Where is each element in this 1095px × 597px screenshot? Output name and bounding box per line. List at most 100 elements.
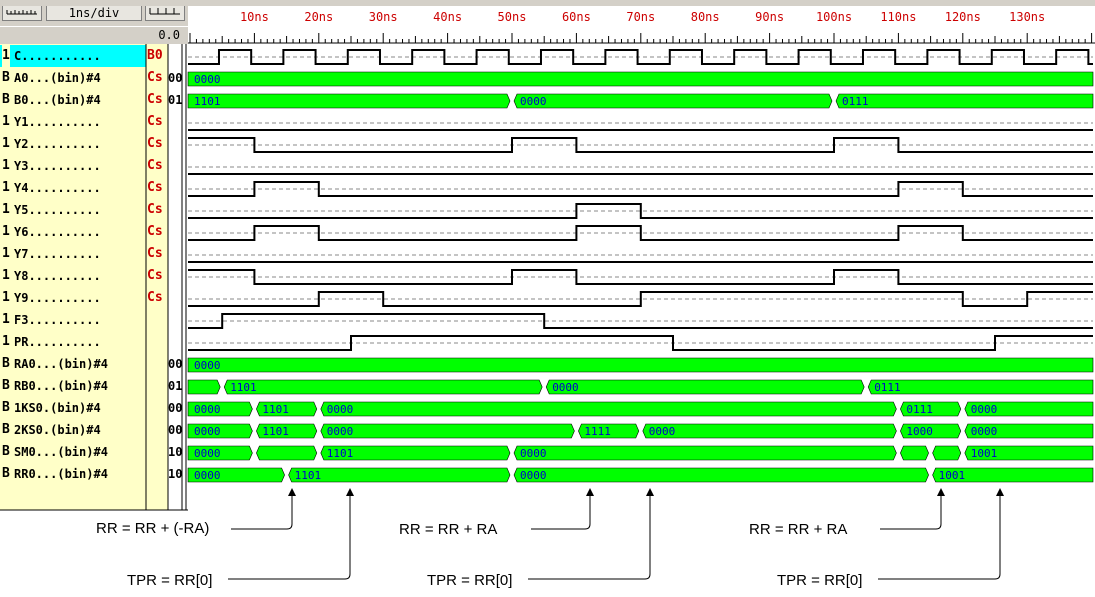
waveform-line	[188, 137, 1093, 153]
signal-type: 1	[2, 331, 10, 353]
bus-segment	[900, 401, 962, 417]
signal-name-pane: 1 C........... B A0...(bin)#4 B B0...(bin)#4 1…	[0, 44, 146, 510]
annotation-tpr: TPR = RR[0]	[127, 572, 213, 589]
signal-name: Y9..........	[14, 291, 101, 305]
signal-name: RR0...(bin)#4	[14, 467, 108, 481]
signal-row[interactable]: 1 Y4..........	[0, 177, 146, 199]
signal-name: SM0...(bin)#4	[14, 445, 108, 459]
bus-value-label: 0000	[971, 403, 998, 416]
signal-flag: Cs	[147, 92, 163, 107]
signal-row[interactable]: 1 Y5..........	[0, 199, 146, 221]
bus-segment	[187, 93, 511, 109]
bus-value-label: 1000	[906, 425, 933, 438]
signal-row[interactable]: B RB0...(bin)#4	[0, 375, 146, 397]
time-tick-label: 100ns	[816, 10, 852, 24]
bus-segment	[513, 93, 833, 109]
bus-segment	[867, 379, 1094, 395]
signal-flag: Cs	[147, 180, 163, 195]
signal-row[interactable]: B A0...(bin)#4	[0, 67, 146, 89]
bus-value-label: 0000	[327, 403, 354, 416]
signal-row[interactable]: B B0...(bin)#4	[0, 89, 146, 111]
signal-type: B	[2, 441, 10, 463]
signal-row[interactable]: 1 C...........	[0, 45, 146, 67]
signal-flag: Cs	[147, 290, 163, 305]
signal-name: B0...(bin)#4	[14, 93, 101, 107]
signal-flag: Cs	[147, 136, 163, 151]
signal-row[interactable]: 1 F3..........	[0, 309, 146, 331]
signal-row[interactable]: 1 PR..........	[0, 331, 146, 353]
signal-row[interactable]: B RA0...(bin)#4	[0, 353, 146, 375]
signal-flag: Cs	[147, 70, 163, 85]
annotation-tpr: TPR = RR[0]	[777, 572, 863, 589]
waveform-line	[188, 269, 1093, 285]
bus-value-label: 0000	[649, 425, 676, 438]
time-scale-display[interactable]: 1ns/div	[46, 3, 142, 21]
signal-row[interactable]: B RR0...(bin)#4	[0, 463, 146, 485]
signal-name: RA0...(bin)#4	[14, 357, 108, 371]
time-tick-label: 80ns	[691, 10, 720, 24]
signal-row[interactable]: 1 Y2..........	[0, 133, 146, 155]
signal-name: C...........	[14, 49, 101, 63]
signal-row[interactable]: B 2KS0.(bin)#4	[0, 419, 146, 441]
signal-row[interactable]: B SM0...(bin)#4	[0, 441, 146, 463]
bus-segment	[578, 423, 640, 439]
ruler-icon	[149, 8, 180, 15]
bus-segment	[256, 423, 318, 439]
time-tick-label: 10ns	[240, 10, 269, 24]
bus-value-label: 1101	[262, 425, 289, 438]
signal-type: B	[2, 375, 10, 397]
signal-cursor-value: 01	[168, 379, 182, 393]
bus-value-label: 1001	[971, 447, 998, 460]
bus-segment	[187, 445, 253, 461]
time-tick-label: 70ns	[626, 10, 655, 24]
bus-value-label: 0000	[194, 403, 221, 416]
bus-segment	[545, 379, 865, 395]
signal-type: B	[2, 463, 10, 485]
bus-segment	[964, 423, 1094, 439]
signal-name: Y4..........	[14, 181, 101, 195]
signal-value-pane: B0 Cs Cs Cs Cs Cs Cs Cs Cs Cs Cs Cs	[146, 44, 168, 510]
signal-type: 1	[2, 309, 10, 331]
bus-segment	[900, 445, 929, 461]
annotation-subtract: RR = RR + (-RA)	[96, 520, 210, 537]
time-tick-label: 30ns	[369, 10, 398, 24]
bus-value-label: 0000	[194, 447, 221, 460]
signal-type: 1	[2, 287, 10, 309]
time-tick-label: 20ns	[304, 10, 333, 24]
signal-row[interactable]: 1 Y7..........	[0, 243, 146, 265]
signal-cursor-value: 01	[168, 93, 182, 107]
bus-segment	[642, 423, 897, 439]
bus-value-label: 0000	[971, 425, 998, 438]
signal-row[interactable]: 1 Y8..........	[0, 265, 146, 287]
clock-waveform	[188, 49, 1093, 65]
signal-cursor-value: 00	[168, 423, 182, 437]
time-tick-label: 120ns	[945, 10, 981, 24]
bus-value-label: 0000	[194, 425, 221, 438]
signal-type: 1	[2, 133, 10, 155]
bus-segment	[320, 401, 897, 417]
signal-type: 1	[2, 111, 10, 133]
signal-name: PR..........	[14, 335, 101, 349]
signal-name: Y5..........	[14, 203, 101, 217]
signal-row[interactable]: 1 Y9..........	[0, 287, 146, 309]
bus-value-label: 1101	[327, 447, 354, 460]
signal-row[interactable]: B 1KS0.(bin)#4	[0, 397, 146, 419]
bus-value-label: 1101	[295, 469, 322, 482]
signal-flag: Cs	[147, 246, 163, 261]
bus-value-label: 0000	[194, 359, 221, 372]
bus-segment	[320, 445, 511, 461]
signal-row[interactable]: 1 Y3..........	[0, 155, 146, 177]
signal-type: B	[2, 67, 10, 89]
waveform-line	[188, 313, 1093, 329]
bus-segment	[900, 423, 962, 439]
signal-type: 1	[2, 177, 10, 199]
signal-row[interactable]: 1 Y6..........	[0, 221, 146, 243]
time-tick-label: 60ns	[562, 10, 591, 24]
waveform-line	[188, 203, 1093, 219]
signal-name: A0...(bin)#4	[14, 71, 101, 85]
signal-cursor-value: 10	[168, 445, 182, 459]
signal-type: 1	[2, 221, 10, 243]
signal-row[interactable]: 1 Y1..........	[0, 111, 146, 133]
bus-segment	[835, 93, 1094, 109]
